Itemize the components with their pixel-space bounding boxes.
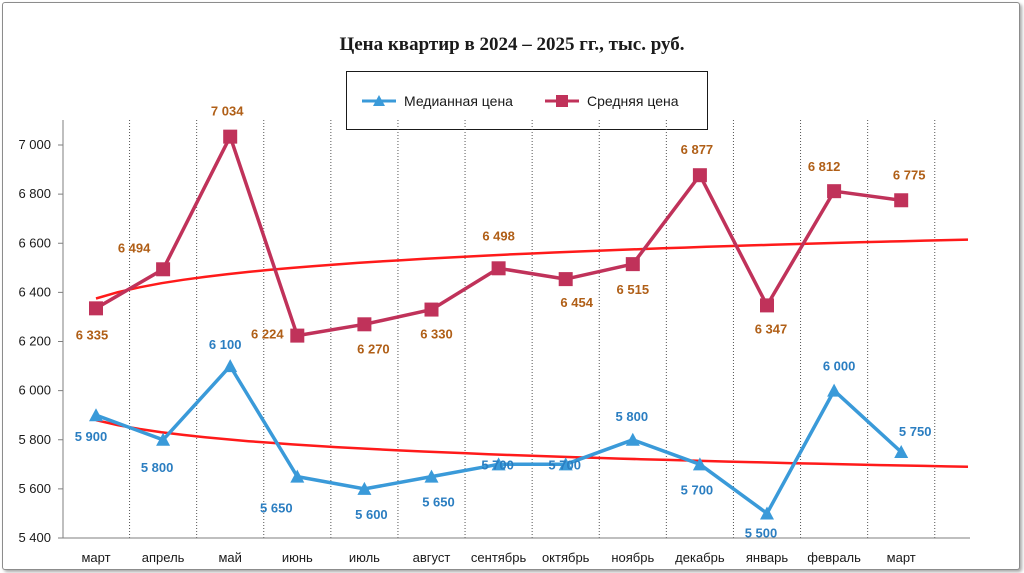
x-tick-label: январь — [746, 550, 788, 565]
x-tick-label: декабрь — [675, 550, 725, 565]
data-point-median — [491, 457, 506, 471]
data-point-median — [357, 481, 372, 495]
data-point-median — [558, 457, 573, 471]
data-label-average: 6 330 — [420, 327, 453, 342]
x-tick-label: сентябрь — [471, 550, 527, 565]
y-tick-label: 6 200 — [18, 334, 51, 349]
x-tick-label: март — [887, 550, 916, 565]
x-tick-label: август — [413, 550, 451, 565]
data-label-average: 6 347 — [755, 321, 788, 336]
data-point-median — [89, 408, 103, 422]
data-label-median: 6 000 — [823, 359, 856, 374]
x-tick-label: апрель — [142, 550, 185, 565]
data-label-median: 5 800 — [141, 460, 174, 475]
data-label-median: 5 800 — [616, 409, 649, 424]
data-point-average — [558, 272, 573, 287]
data-label-average: 7 034 — [211, 104, 244, 119]
x-tick-label: октябрь — [542, 550, 590, 565]
data-point-median — [156, 432, 171, 446]
y-tick-label: 7 000 — [18, 137, 51, 152]
data-point-average — [357, 317, 372, 332]
y-tick-label: 5 800 — [18, 432, 51, 447]
data-label-average: 6 270 — [357, 341, 390, 356]
legend-label-average: Средняя цена — [587, 93, 679, 109]
y-tick-label: 5 600 — [18, 481, 51, 496]
data-point-average — [223, 129, 238, 144]
data-label-median: 6 100 — [209, 337, 242, 352]
legend-marker-median — [362, 95, 396, 106]
y-tick-label: 6 800 — [18, 186, 51, 201]
data-point-average — [625, 257, 640, 272]
y-tick-label: 6 000 — [18, 383, 51, 398]
data-point-average — [156, 262, 171, 277]
data-point-average — [760, 298, 774, 313]
x-tick-label: ноябрь — [611, 550, 654, 565]
data-label-average: 6 498 — [482, 228, 515, 243]
data-point-median — [223, 359, 238, 373]
data-label-average: 6 224 — [251, 327, 284, 342]
chart-title: Цена квартир в 2024 – 2025 гг., тыс. руб… — [339, 34, 685, 55]
y-tick-label: 5 400 — [18, 530, 51, 545]
data-label-average: 6 812 — [808, 159, 841, 174]
data-label-median: 5 700 — [481, 457, 514, 472]
data-label-average: 6 494 — [118, 240, 151, 255]
data-label-median: 5 650 — [422, 495, 455, 510]
trendline — [95, 238, 969, 300]
legend-marker-average — [545, 95, 579, 107]
trendline — [95, 418, 969, 469]
y-tick-label: 6 400 — [18, 284, 51, 299]
data-point-median — [760, 506, 774, 520]
legend-label-median: Медианная цена — [404, 93, 513, 109]
data-point-median — [692, 457, 707, 471]
data-label-median: 5 600 — [355, 507, 388, 522]
data-point-average — [424, 302, 439, 317]
data-label-average: 6 515 — [617, 282, 650, 297]
x-tick-label: июль — [349, 550, 380, 565]
chart-legend: Медианная цена Средняя цена — [346, 71, 708, 130]
legend-item-average: Средняя цена — [543, 91, 679, 111]
x-tick-label: март — [81, 550, 110, 565]
data-label-median: 5 650 — [260, 501, 293, 516]
data-point-average — [692, 168, 707, 183]
data-point-average — [827, 184, 842, 199]
series-line-median — [95, 364, 903, 516]
legend-item-median: Медианная цена — [360, 91, 513, 111]
x-tick-label: февраль — [807, 550, 861, 565]
x-tick-label: июнь — [282, 550, 313, 565]
data-point-median — [424, 469, 439, 483]
data-point-average — [89, 301, 103, 316]
data-label-median: 5 700 — [548, 457, 581, 472]
data-label-median: 5 700 — [681, 482, 714, 497]
data-point-average — [894, 193, 909, 208]
data-point-median — [290, 469, 305, 483]
data-point-average — [491, 261, 506, 276]
data-point-average — [290, 328, 305, 343]
y-tick-label: 6 600 — [18, 235, 51, 250]
data-point-median — [625, 432, 640, 446]
data-label-average: 6 877 — [681, 142, 714, 157]
data-label-median: 5 900 — [75, 429, 108, 444]
data-point-median — [894, 445, 909, 459]
data-label-average: 6 335 — [76, 327, 109, 342]
data-label-median: 5 500 — [745, 525, 778, 540]
data-point-median — [827, 383, 842, 397]
data-label-median: 5 750 — [899, 424, 932, 439]
data-label-average: 6 775 — [893, 167, 926, 182]
x-tick-label: май — [218, 550, 241, 565]
data-label-average: 6 454 — [560, 295, 593, 310]
